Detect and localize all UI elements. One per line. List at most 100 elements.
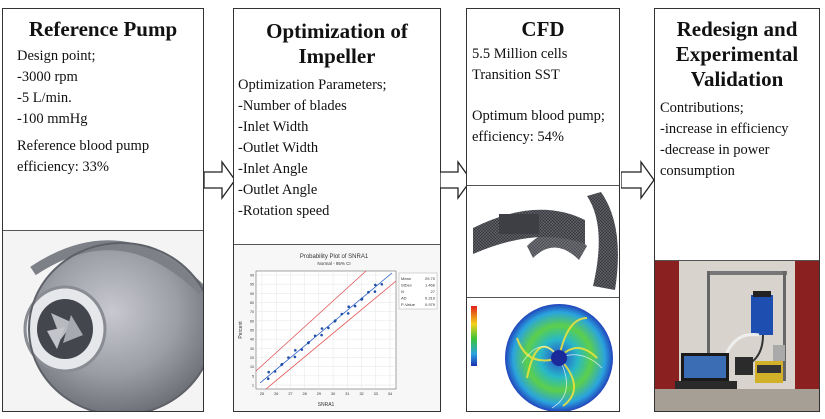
plot-xtick-label: 28 [303, 392, 307, 396]
experimental-setup-photo [655, 260, 819, 411]
text-line: Reference blood pump [17, 138, 150, 154]
text-line: -Inlet Width [238, 119, 309, 135]
plot-ytick-label: 60 [250, 319, 254, 323]
plot-point [320, 333, 323, 337]
plot-point [287, 356, 290, 359]
plot-stat-value: 29.70 [425, 276, 436, 281]
plot-stat-value: 27 [431, 289, 436, 294]
plot-ytick-label: 70 [250, 310, 254, 314]
plot-point [380, 283, 384, 286]
ci-lower-line [265, 280, 397, 390]
plot-ytick-label: 20 [250, 356, 254, 360]
right-arrow-icon [204, 160, 236, 200]
plot-ytick-label: 95 [250, 283, 254, 287]
plot-point [300, 348, 304, 351]
plot-stat-label: Mean [401, 276, 411, 281]
plot-point [320, 327, 324, 330]
text-line: efficiency: 54% [472, 129, 564, 145]
plot-subtitle: Normal - 95% CI [317, 261, 350, 266]
plot-ytick-label: 80 [250, 301, 254, 305]
plot-xtick-label: 30 [331, 392, 335, 396]
plot-stat-label: AD [401, 296, 407, 301]
plot-ytick-label: 10 [250, 365, 254, 369]
right-arrow-icon [621, 160, 655, 200]
text-line: -5 L/min. [17, 90, 72, 106]
probability-plot-figure: Probability Plot of SNRA1 Normal - 95% C… [234, 244, 440, 411]
right-arrow-icon [440, 160, 472, 200]
text-line: Optimum blood pump; [472, 108, 605, 124]
plot-point [353, 304, 357, 308]
text-line: Contributions; [660, 100, 744, 116]
panel-title: Optimization of [266, 19, 408, 43]
plot-ytick-label: 99 [250, 274, 254, 278]
ci-upper-line [255, 270, 367, 372]
plot-point [267, 370, 270, 374]
text-line: -decrease in power [660, 142, 770, 158]
plot-ytick-label: 30 [250, 347, 254, 351]
plot-ytick-label: 50 [250, 329, 254, 333]
plot-point [347, 305, 350, 308]
text-line: Transition SST [472, 67, 560, 83]
text-line: -Rotation speed [238, 203, 330, 219]
plot-xtick-label: 25 [260, 392, 264, 396]
text-line: Design point; [17, 48, 96, 64]
text-line: -increase in efficiency [660, 121, 789, 137]
plot-xtick-label: 29 [317, 392, 321, 396]
plot-point [294, 349, 297, 352]
plot-stat-label: P-Value [401, 302, 416, 307]
plot-ytick-label: 40 [250, 338, 254, 342]
panel-title: Experimental [675, 42, 799, 66]
plot-point [334, 319, 337, 322]
plot-title: Probability Plot of SNRA1 [300, 254, 369, 260]
plot-xtick-label: 32 [359, 392, 363, 396]
plot-xtick-label: 31 [345, 392, 349, 396]
plot-xtick-label: 34 [388, 392, 392, 396]
text-line: -Number of blades [238, 98, 347, 114]
text-line: 5.5 Million cells [472, 46, 568, 62]
cfd-mesh-image [467, 185, 619, 298]
plot-point [293, 355, 297, 359]
plot-point [273, 370, 277, 373]
plot-point [313, 334, 317, 338]
text-line: -Inlet Angle [238, 161, 308, 177]
plot-point [327, 326, 330, 330]
panel-redesign-validation: Redesign and Experimental Validation Con… [654, 8, 820, 412]
panel-optimization: Optimization of Impeller Optimization Pa… [233, 8, 441, 412]
text-line: efficiency: 33% [17, 159, 109, 175]
text-line: -Outlet Width [238, 140, 319, 156]
plot-point [373, 290, 377, 293]
plot-stat-value: 0.319 [425, 296, 436, 301]
plot-xtick-label: 26 [274, 392, 278, 396]
plot-xtick-label: 33 [374, 392, 378, 396]
plot-point [360, 297, 364, 301]
text-line: -3000 rpm [17, 69, 78, 85]
plot-ytick-label: 90 [250, 292, 254, 296]
plot-stat-label: StDev [401, 283, 412, 288]
plot-stat-value: 1.466 [425, 283, 436, 288]
text-line: Optimization Parameters; [238, 77, 387, 93]
panel-title: Impeller [298, 44, 376, 68]
plot-point [340, 312, 344, 316]
plot-xlabel: SNRA1 [318, 402, 335, 408]
plot-point [280, 362, 284, 366]
panel-reference-pump: Reference Pump Design point; -3000 rpm -… [2, 8, 204, 412]
plot-point [374, 283, 377, 287]
plot-point [346, 312, 350, 315]
plot-stat-label: N [401, 289, 404, 294]
panel-title: Redesign and [676, 17, 798, 41]
plot-point [266, 377, 270, 380]
cfd-velocity-contour-image [467, 297, 619, 411]
plot-xtick-label: 27 [288, 392, 292, 396]
plot-point [367, 290, 370, 294]
plot-ylabel: Percent [238, 321, 244, 339]
panel-title: Reference Pump [28, 17, 178, 41]
text-line: consumption [660, 163, 735, 179]
plot-stat-value: 0.979 [425, 302, 436, 307]
panel-title: Validation [690, 67, 784, 91]
pump-render-image [3, 230, 203, 411]
plot-ytick-label: 5 [252, 374, 254, 378]
text-line: -Outlet Angle [238, 182, 318, 198]
text-line: -100 mmHg [17, 111, 88, 127]
plot-point [307, 341, 310, 344]
plot-ytick-label: 1 [252, 384, 254, 388]
